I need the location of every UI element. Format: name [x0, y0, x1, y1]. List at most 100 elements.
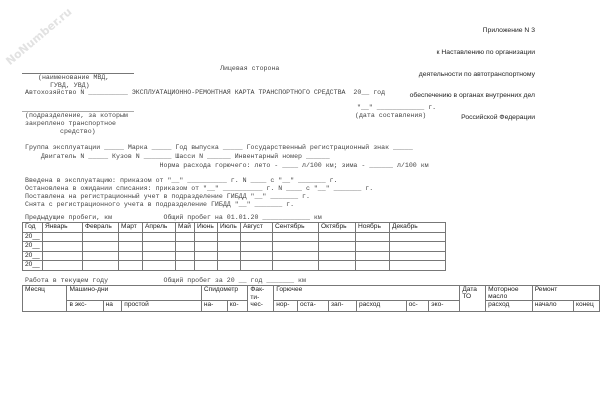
sub-header: в экс-: [66, 300, 104, 312]
mileage-cell[interactable]: [42, 260, 83, 271]
column-header: Август: [240, 222, 273, 233]
mileage-cell[interactable]: [175, 241, 195, 252]
table-row: 20__: [22, 250, 446, 261]
side-label: Лицевая сторона: [220, 65, 280, 72]
sub-header: на: [102, 300, 123, 312]
mileage-cell[interactable]: [194, 260, 218, 271]
unit-caption: средство): [60, 128, 96, 135]
mileage-cell[interactable]: [389, 231, 446, 242]
mileage-cell[interactable]: [118, 250, 143, 261]
table-header-row: Месяц Машино-дни Спидометр Фак- ти- чес-…: [21, 285, 600, 312]
mileage-cell[interactable]: [355, 241, 390, 252]
prev-mileage: Предыдущие пробеги, км Общий пробег на 0…: [25, 214, 322, 221]
mileage-cell[interactable]: [272, 260, 319, 271]
table-row: 20__: [22, 231, 446, 242]
machine-days-header: Машино-дни: [66, 285, 202, 301]
mileage-cell[interactable]: [142, 260, 176, 271]
mileage-cell[interactable]: [42, 231, 83, 242]
date-field: "__" ____________ г.: [357, 104, 437, 111]
appendix-line: деятельности по автотранспортному: [418, 70, 535, 78]
sub-header: начало: [531, 300, 575, 312]
sub-header: простой: [121, 300, 202, 312]
mileage-cell[interactable]: [175, 231, 195, 242]
mileage-cell[interactable]: [118, 231, 143, 242]
org-caption: ГУВД, УВД): [50, 82, 90, 89]
speedometer-header: Спидометр: [200, 285, 249, 301]
appendix-line: Российской Федерации: [461, 113, 535, 121]
table-header-row: Год Январь Февраль Март Апрель Май Июнь Июль Авг…: [22, 222, 446, 233]
column-header: Год: [22, 222, 43, 233]
mileage-cell[interactable]: [240, 241, 273, 252]
mileage-cell[interactable]: [175, 260, 195, 271]
mileage-cell[interactable]: [318, 241, 356, 252]
column-header: Июнь: [194, 222, 218, 233]
mileage-cell[interactable]: [240, 231, 273, 242]
mileage-cell[interactable]: [355, 231, 390, 242]
column-header: Апрель: [142, 222, 176, 233]
mileage-cell[interactable]: [318, 231, 356, 242]
mileage-cell[interactable]: [240, 250, 273, 261]
work-table: Месяц Машино-дни Спидометр Фак- ти- чес-…: [21, 285, 600, 312]
mileage-cell[interactable]: [175, 250, 195, 261]
appendix-line: Приложение N 3: [482, 27, 535, 35]
mileage-cell[interactable]: [217, 260, 241, 271]
field-line: Норма расхода горючего: лето - ____ л/10…: [25, 162, 429, 169]
sub-header: оста-: [297, 300, 330, 312]
mileage-cell[interactable]: [318, 250, 356, 261]
event-line: Введена в эксплуатацию: приказом от "__"…: [25, 177, 338, 184]
mileage-cell[interactable]: [389, 241, 446, 252]
month-header: Месяц: [21, 285, 68, 312]
mileage-cell[interactable]: [272, 241, 319, 252]
mileage-cell[interactable]: [118, 241, 143, 252]
column-header: Февраль: [82, 222, 119, 233]
current-work: Работа в текущем году Общий пробег за 20…: [25, 277, 306, 284]
mileage-cell[interactable]: [42, 250, 83, 261]
mileage-cell[interactable]: [240, 260, 273, 271]
event-line: Остановлена в ожидании списания: приказо…: [25, 185, 374, 192]
mileage-cell[interactable]: [142, 231, 176, 242]
mileage-cell[interactable]: [217, 231, 241, 242]
sub-header: расход: [355, 300, 407, 312]
mileage-cell[interactable]: [389, 260, 446, 271]
appendix-header: Приложение N 3 к Наставлению по организа…: [410, 13, 535, 128]
year-cell: 20__: [22, 250, 43, 261]
table-subheader-row: в экс- на простой на- ко- нор- оста- зап…: [23, 300, 600, 312]
mileage-cell[interactable]: [194, 231, 218, 242]
mileage-table: Год Январь Февраль Март Апрель Май Июнь Июль Авг…: [22, 222, 446, 271]
mileage-cell[interactable]: [217, 241, 241, 252]
year-cell: 20__: [22, 231, 43, 242]
card-title: Автохозяйство N __________ ЭКСПЛУАТАЦИОН…: [25, 89, 386, 96]
mileage-cell[interactable]: [272, 231, 319, 242]
mileage-cell[interactable]: [142, 241, 176, 252]
mileage-cell[interactable]: [82, 250, 119, 261]
mileage-cell[interactable]: [42, 241, 83, 252]
column-header: Июль: [217, 222, 241, 233]
mileage-cell[interactable]: [142, 250, 176, 261]
watermark: NoNumber.ru: [3, 5, 75, 68]
mileage-cell[interactable]: [194, 250, 218, 261]
mileage-cell[interactable]: [82, 260, 119, 271]
event-line: Поставлена на регистрационный учет в под…: [25, 193, 310, 200]
mileage-cell[interactable]: [217, 250, 241, 261]
org-blank: [22, 73, 134, 74]
year-cell: 20__: [22, 241, 43, 252]
column-header: Март: [118, 222, 143, 233]
mileage-cell[interactable]: [355, 260, 390, 271]
to-date-header: Дата ТО: [459, 285, 487, 312]
mileage-cell[interactable]: [82, 241, 119, 252]
mileage-cell[interactable]: [82, 231, 119, 242]
mileage-cell[interactable]: [355, 250, 390, 261]
mileage-cell[interactable]: [194, 241, 218, 252]
mileage-cell[interactable]: [272, 250, 319, 261]
mileage-cell[interactable]: [318, 260, 356, 271]
mileage-cell[interactable]: [118, 260, 143, 271]
sub-header: зап-: [328, 300, 357, 312]
table-row: 20__: [22, 260, 446, 271]
mileage-cell[interactable]: [389, 250, 446, 261]
year-cell: 20__: [22, 260, 43, 271]
sub-header: на-: [200, 300, 228, 312]
appendix-line: обеспечению в органах внутренних дел: [409, 92, 535, 100]
column-header: Декабрь: [389, 222, 446, 233]
column-header: Сентябрь: [272, 222, 319, 233]
column-header: Октябрь: [318, 222, 356, 233]
